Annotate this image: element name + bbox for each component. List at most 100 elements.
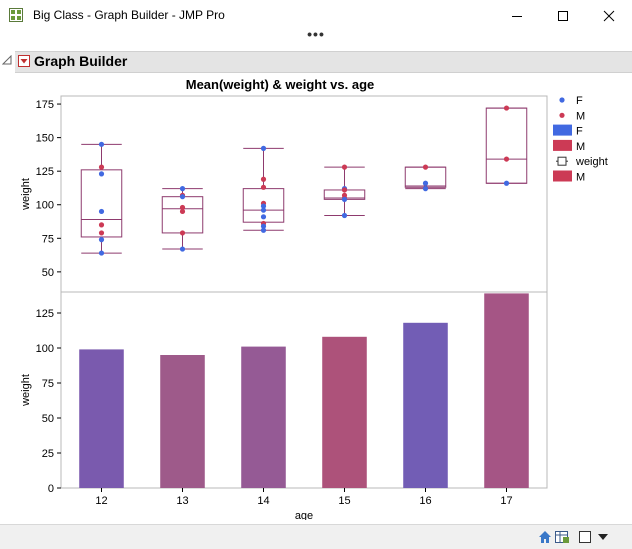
red-triangle-menu-icon	[20, 59, 28, 64]
data-point-M	[260, 184, 267, 190]
data-point-M	[98, 164, 105, 170]
legend-swatch-point	[559, 97, 565, 103]
legend-label: M	[576, 141, 585, 153]
data-point-F	[179, 194, 186, 200]
legend-label: weight	[575, 156, 608, 168]
y-tick-label: 75	[42, 233, 54, 245]
y-tick-label: 100	[36, 343, 54, 355]
legend-swatch-box	[557, 156, 567, 166]
data-point-F	[260, 214, 267, 220]
overflow-menu[interactable]: •••	[307, 26, 325, 42]
data-point-F	[260, 203, 267, 209]
y-tick-label: 50	[42, 267, 54, 279]
maximize-button[interactable]	[540, 0, 586, 31]
red-triangle-menu-button[interactable]	[18, 55, 30, 67]
data-point-M	[341, 164, 348, 170]
legend-swatch-point	[559, 112, 565, 118]
data-point-F	[422, 180, 429, 186]
data-point-F	[422, 186, 429, 192]
dropdown-arrow-icon[interactable]	[595, 529, 611, 545]
disclosure-triangle-icon[interactable]	[2, 55, 12, 65]
data-point-F	[260, 145, 267, 151]
data-point-F	[179, 186, 186, 192]
y-axis-label: weight	[20, 178, 32, 211]
data-table-icon[interactable]	[554, 529, 570, 545]
data-point-F	[260, 207, 267, 213]
data-point-M	[98, 230, 105, 236]
data-point-M	[503, 156, 510, 162]
legend-swatch-bar	[553, 170, 572, 182]
close-icon	[603, 10, 615, 21]
bar-chart-panel: 0 25 50 75 100 125 weight	[20, 291, 548, 495]
data-point-M	[503, 105, 510, 111]
legend-item-m: M	[553, 170, 585, 184]
data-point-F	[98, 208, 105, 215]
y-tick-label: 100	[36, 200, 54, 212]
legend-swatch-bar	[553, 139, 572, 151]
legend-label: M	[576, 110, 585, 122]
y-tick-label: 125	[36, 166, 54, 178]
data-point-F	[341, 196, 348, 202]
data-point-F	[260, 223, 267, 229]
legend-item-f: F	[559, 95, 583, 107]
window-select-icon[interactable]	[577, 529, 593, 545]
x-tick-label: 13	[176, 495, 188, 507]
data-point-F	[260, 227, 267, 233]
data-point-F	[503, 180, 510, 186]
chart-title: Mean(weight) & weight vs. age	[186, 77, 375, 92]
legend-item-m: M	[559, 110, 585, 122]
title-bar: Big Class - Graph Builder - JMP Pro	[0, 0, 632, 31]
x-tick-label: 14	[257, 495, 269, 507]
box-iqr	[80, 169, 123, 238]
x-tick-label: 16	[419, 495, 431, 507]
legend-item-weight: weight	[556, 156, 608, 168]
outline-header: Graph Builder	[15, 51, 632, 73]
y-axis-label: weight	[20, 374, 32, 407]
bar-16	[403, 322, 448, 488]
box-plot-panel: 50 75 100 125 150 175 weight	[20, 95, 548, 293]
bar-chart-frame	[60, 291, 548, 489]
x-axis-label: age	[295, 510, 313, 520]
data-point-M	[179, 204, 186, 211]
legend-label: F	[576, 126, 583, 138]
maximize-icon	[558, 10, 568, 21]
y-tick-label: 150	[36, 133, 54, 145]
status-bar	[0, 524, 632, 549]
legend-label: M	[576, 172, 585, 184]
bar-12	[79, 349, 124, 488]
bar-15	[322, 336, 367, 488]
chart: Mean(weight) & weight vs. age 5075100125…	[20, 77, 608, 522]
data-point-M	[179, 230, 186, 236]
data-point-M	[260, 176, 267, 182]
data-point-M	[179, 208, 186, 215]
bar-13	[160, 355, 205, 488]
x-tick-label: 12	[95, 495, 107, 507]
outline-title: Graph Builder	[34, 53, 128, 69]
data-point-M	[341, 187, 348, 193]
data-point-F	[98, 141, 105, 147]
legend-label: F	[576, 95, 583, 107]
minimize-button[interactable]	[494, 0, 540, 31]
x-axis: 12 13 14 15 16 17 age	[95, 488, 513, 522]
data-point-F	[98, 171, 105, 177]
close-button[interactable]	[586, 0, 632, 31]
y-tick-label: 0	[48, 483, 54, 495]
data-point-F	[98, 237, 105, 243]
graph-builder-report: Mean(weight) & weight vs. age 50 75 100 125…	[15, 72, 632, 522]
bar-17	[484, 293, 529, 488]
y-tick-label: 75	[42, 378, 54, 390]
legend-item-m: M	[553, 139, 585, 153]
data-point-F	[98, 250, 105, 256]
data-point-F	[341, 212, 348, 219]
box-plot-frame	[60, 95, 548, 293]
y-tick-label: 25	[42, 448, 54, 460]
legend-item-f: F	[553, 124, 583, 138]
x-tick-label: 17	[500, 495, 512, 507]
jmp-app-icon	[9, 8, 23, 22]
y-tick-label: 175	[36, 99, 54, 111]
home-icon[interactable]	[537, 529, 553, 545]
data-point-M	[422, 164, 429, 170]
data-point-F	[179, 246, 186, 252]
bar-14	[241, 346, 286, 488]
